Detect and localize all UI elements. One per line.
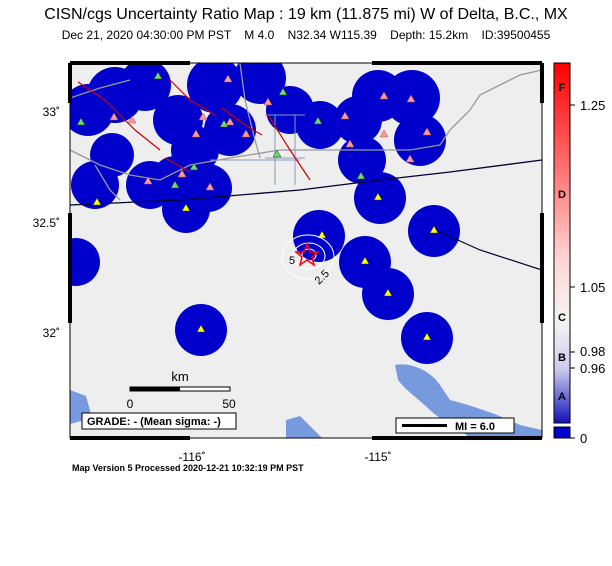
cb-tick-0-96: 0.96: [580, 361, 605, 376]
state-line: [439, 231, 542, 271]
stations-pink: [109, 74, 432, 191]
cb-tick-1-05: 1.05: [580, 280, 605, 295]
map-title: CISN/cgs Uncertainty Ratio Map : 19 km (…: [44, 6, 568, 23]
stations: [76, 71, 439, 341]
event-location: N32.34 W115.39: [287, 28, 377, 42]
lat-label-33: 33˚: [43, 105, 60, 119]
epicenter-contours: 5 2.5: [281, 234, 335, 287]
colorbar: F D C B A 1.25 1.05 0.98 0.96 0: [553, 62, 605, 446]
epicenter-star: [293, 241, 321, 267]
colorbar-gradient: [553, 62, 571, 424]
cb-tick-0: 0: [580, 431, 587, 446]
scale-right: 50: [222, 397, 236, 411]
map-area: 5 2.5 km 0 50 GRADE: - (Mean sigma: -) M…: [70, 63, 542, 438]
water-patch: [286, 416, 322, 438]
contour-label-5: 5: [289, 255, 295, 267]
cb-tick-1-25: 1.25: [580, 98, 605, 113]
cb-tick-0-98: 0.98: [580, 344, 605, 359]
scale-bar: km 0 50: [127, 369, 236, 411]
grade-text: GRADE: - (Mean sigma: -): [87, 416, 221, 428]
lat-label-32: 32˚: [43, 326, 60, 340]
lon-label-115: -115˚: [364, 450, 391, 464]
grade-letter-F: F: [559, 82, 566, 94]
station-disks: [70, 63, 460, 364]
stations-green: [76, 71, 366, 189]
event-datetime: Dec 21, 2020 04:30:00 PM PST: [61, 28, 231, 42]
frame-ticks: [68, 61, 544, 440]
roads: [70, 63, 542, 201]
scale-left: 0: [127, 397, 134, 411]
event-id: ID:39500455: [481, 28, 551, 42]
event-info: Dec 21, 2020 04:30:00 PM PST M 4.0 N32.3…: [0, 28, 612, 42]
lat-label-32-5: 32.5˚: [33, 216, 60, 230]
event-magnitude: M 4.0: [244, 28, 275, 42]
mi-legend: MI = 6.0: [395, 417, 515, 434]
grade-letter-C: C: [558, 312, 566, 324]
mi-label: MI = 6.0: [455, 421, 495, 433]
grade-letter-B: B: [558, 352, 566, 364]
faults: [77, 79, 311, 181]
stations-yellow: [92, 192, 439, 341]
lon-label-116: -116˚: [178, 450, 205, 464]
event-depth: Depth: 15.2km: [390, 28, 469, 42]
grade-letter-A: A: [558, 391, 566, 403]
map-version-footer: Map Version 5 Processed 2020-12-21 10:32…: [72, 463, 304, 473]
colorbar-zero-swatch: [553, 426, 571, 439]
scale-unit: km: [171, 369, 188, 384]
border-line: [70, 159, 542, 206]
grade-box: GRADE: - (Mean sigma: -): [81, 412, 237, 430]
grade-letter-D: D: [558, 189, 566, 201]
